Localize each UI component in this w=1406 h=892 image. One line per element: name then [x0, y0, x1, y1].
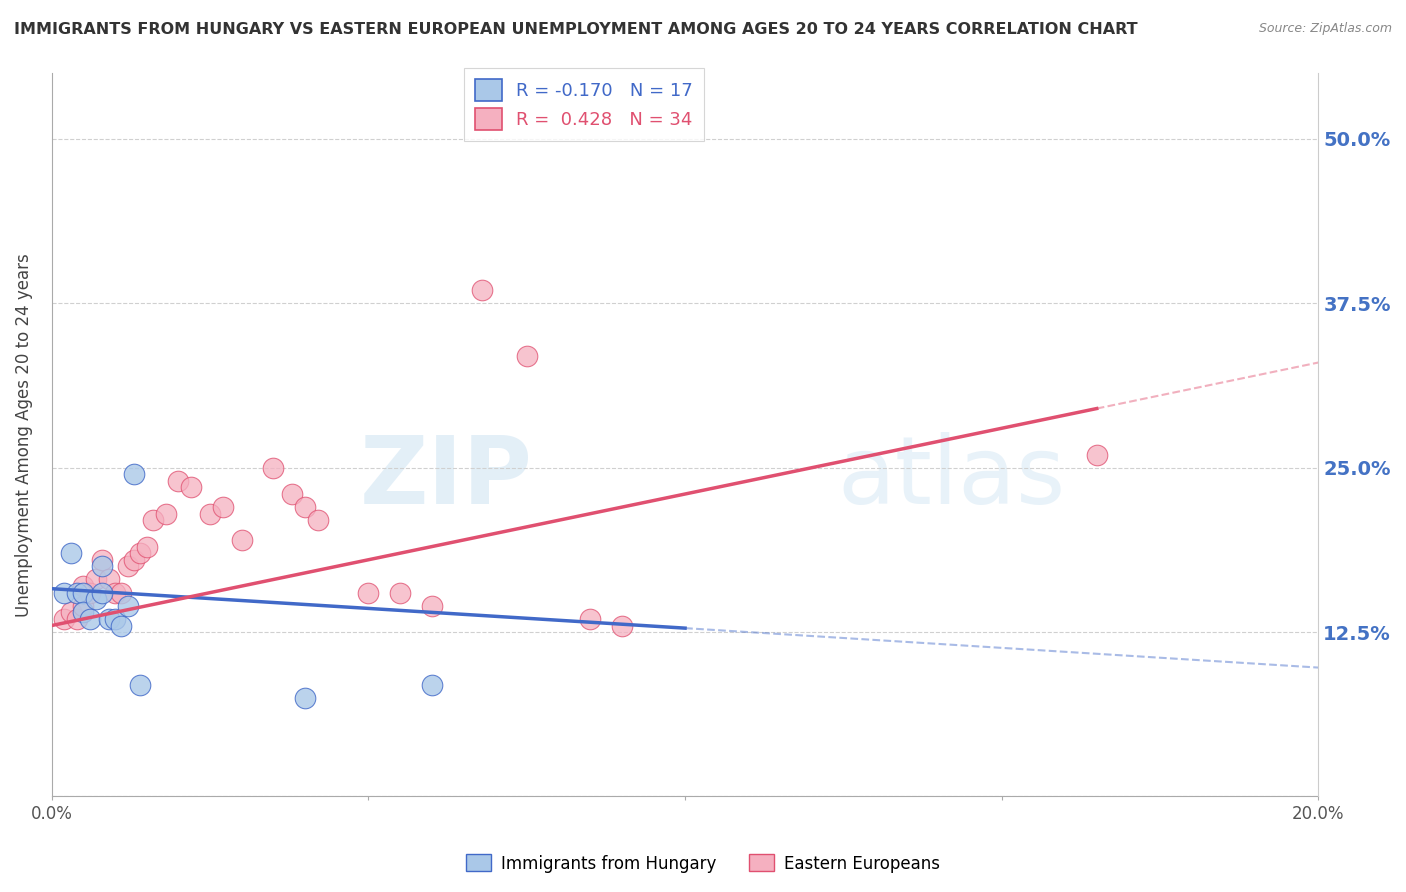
Point — [59, 606, 82, 620]
Legend: Immigrants from Hungary, Eastern Europeans: Immigrants from Hungary, Eastern Europea… — [458, 847, 948, 880]
Point — [231, 533, 253, 547]
Text: ZIP: ZIP — [360, 433, 533, 524]
Point — [53, 612, 76, 626]
Point — [110, 585, 132, 599]
Point — [610, 618, 633, 632]
Point — [79, 612, 101, 626]
Point — [389, 585, 412, 599]
Point — [97, 612, 120, 626]
Point — [135, 540, 157, 554]
Point — [262, 460, 284, 475]
Text: IMMIGRANTS FROM HUNGARY VS EASTERN EUROPEAN UNEMPLOYMENT AMONG AGES 20 TO 24 YEA: IMMIGRANTS FROM HUNGARY VS EASTERN EUROP… — [14, 22, 1137, 37]
Point — [104, 612, 127, 626]
Point — [294, 690, 316, 705]
Point — [117, 559, 139, 574]
Point — [72, 606, 94, 620]
Point — [129, 546, 152, 560]
Point — [420, 599, 443, 613]
Point — [59, 546, 82, 560]
Point — [211, 500, 233, 515]
Point — [84, 592, 107, 607]
Point — [198, 507, 221, 521]
Point — [142, 513, 165, 527]
Point — [72, 585, 94, 599]
Point — [129, 678, 152, 692]
Point — [72, 579, 94, 593]
Point — [122, 467, 145, 482]
Point — [104, 585, 127, 599]
Point — [516, 349, 538, 363]
Point — [117, 599, 139, 613]
Text: Source: ZipAtlas.com: Source: ZipAtlas.com — [1258, 22, 1392, 36]
Point — [357, 585, 380, 599]
Point — [155, 507, 177, 521]
Point — [420, 678, 443, 692]
Point — [79, 585, 101, 599]
Point — [281, 487, 304, 501]
Point — [167, 474, 190, 488]
Y-axis label: Unemployment Among Ages 20 to 24 years: Unemployment Among Ages 20 to 24 years — [15, 253, 32, 616]
Point — [294, 500, 316, 515]
Point — [579, 612, 602, 626]
Point — [122, 553, 145, 567]
Point — [84, 573, 107, 587]
Point — [91, 553, 114, 567]
Text: atlas: atlas — [837, 433, 1066, 524]
Point — [471, 283, 494, 297]
Point — [66, 585, 89, 599]
Point — [110, 618, 132, 632]
Point — [72, 599, 94, 613]
Point — [180, 480, 202, 494]
Point — [91, 559, 114, 574]
Point — [91, 585, 114, 599]
Point — [97, 573, 120, 587]
Legend: R = -0.170   N = 17, R =  0.428   N = 34: R = -0.170 N = 17, R = 0.428 N = 34 — [464, 68, 704, 141]
Point — [66, 612, 89, 626]
Point — [1085, 448, 1108, 462]
Point — [53, 585, 76, 599]
Point — [307, 513, 329, 527]
